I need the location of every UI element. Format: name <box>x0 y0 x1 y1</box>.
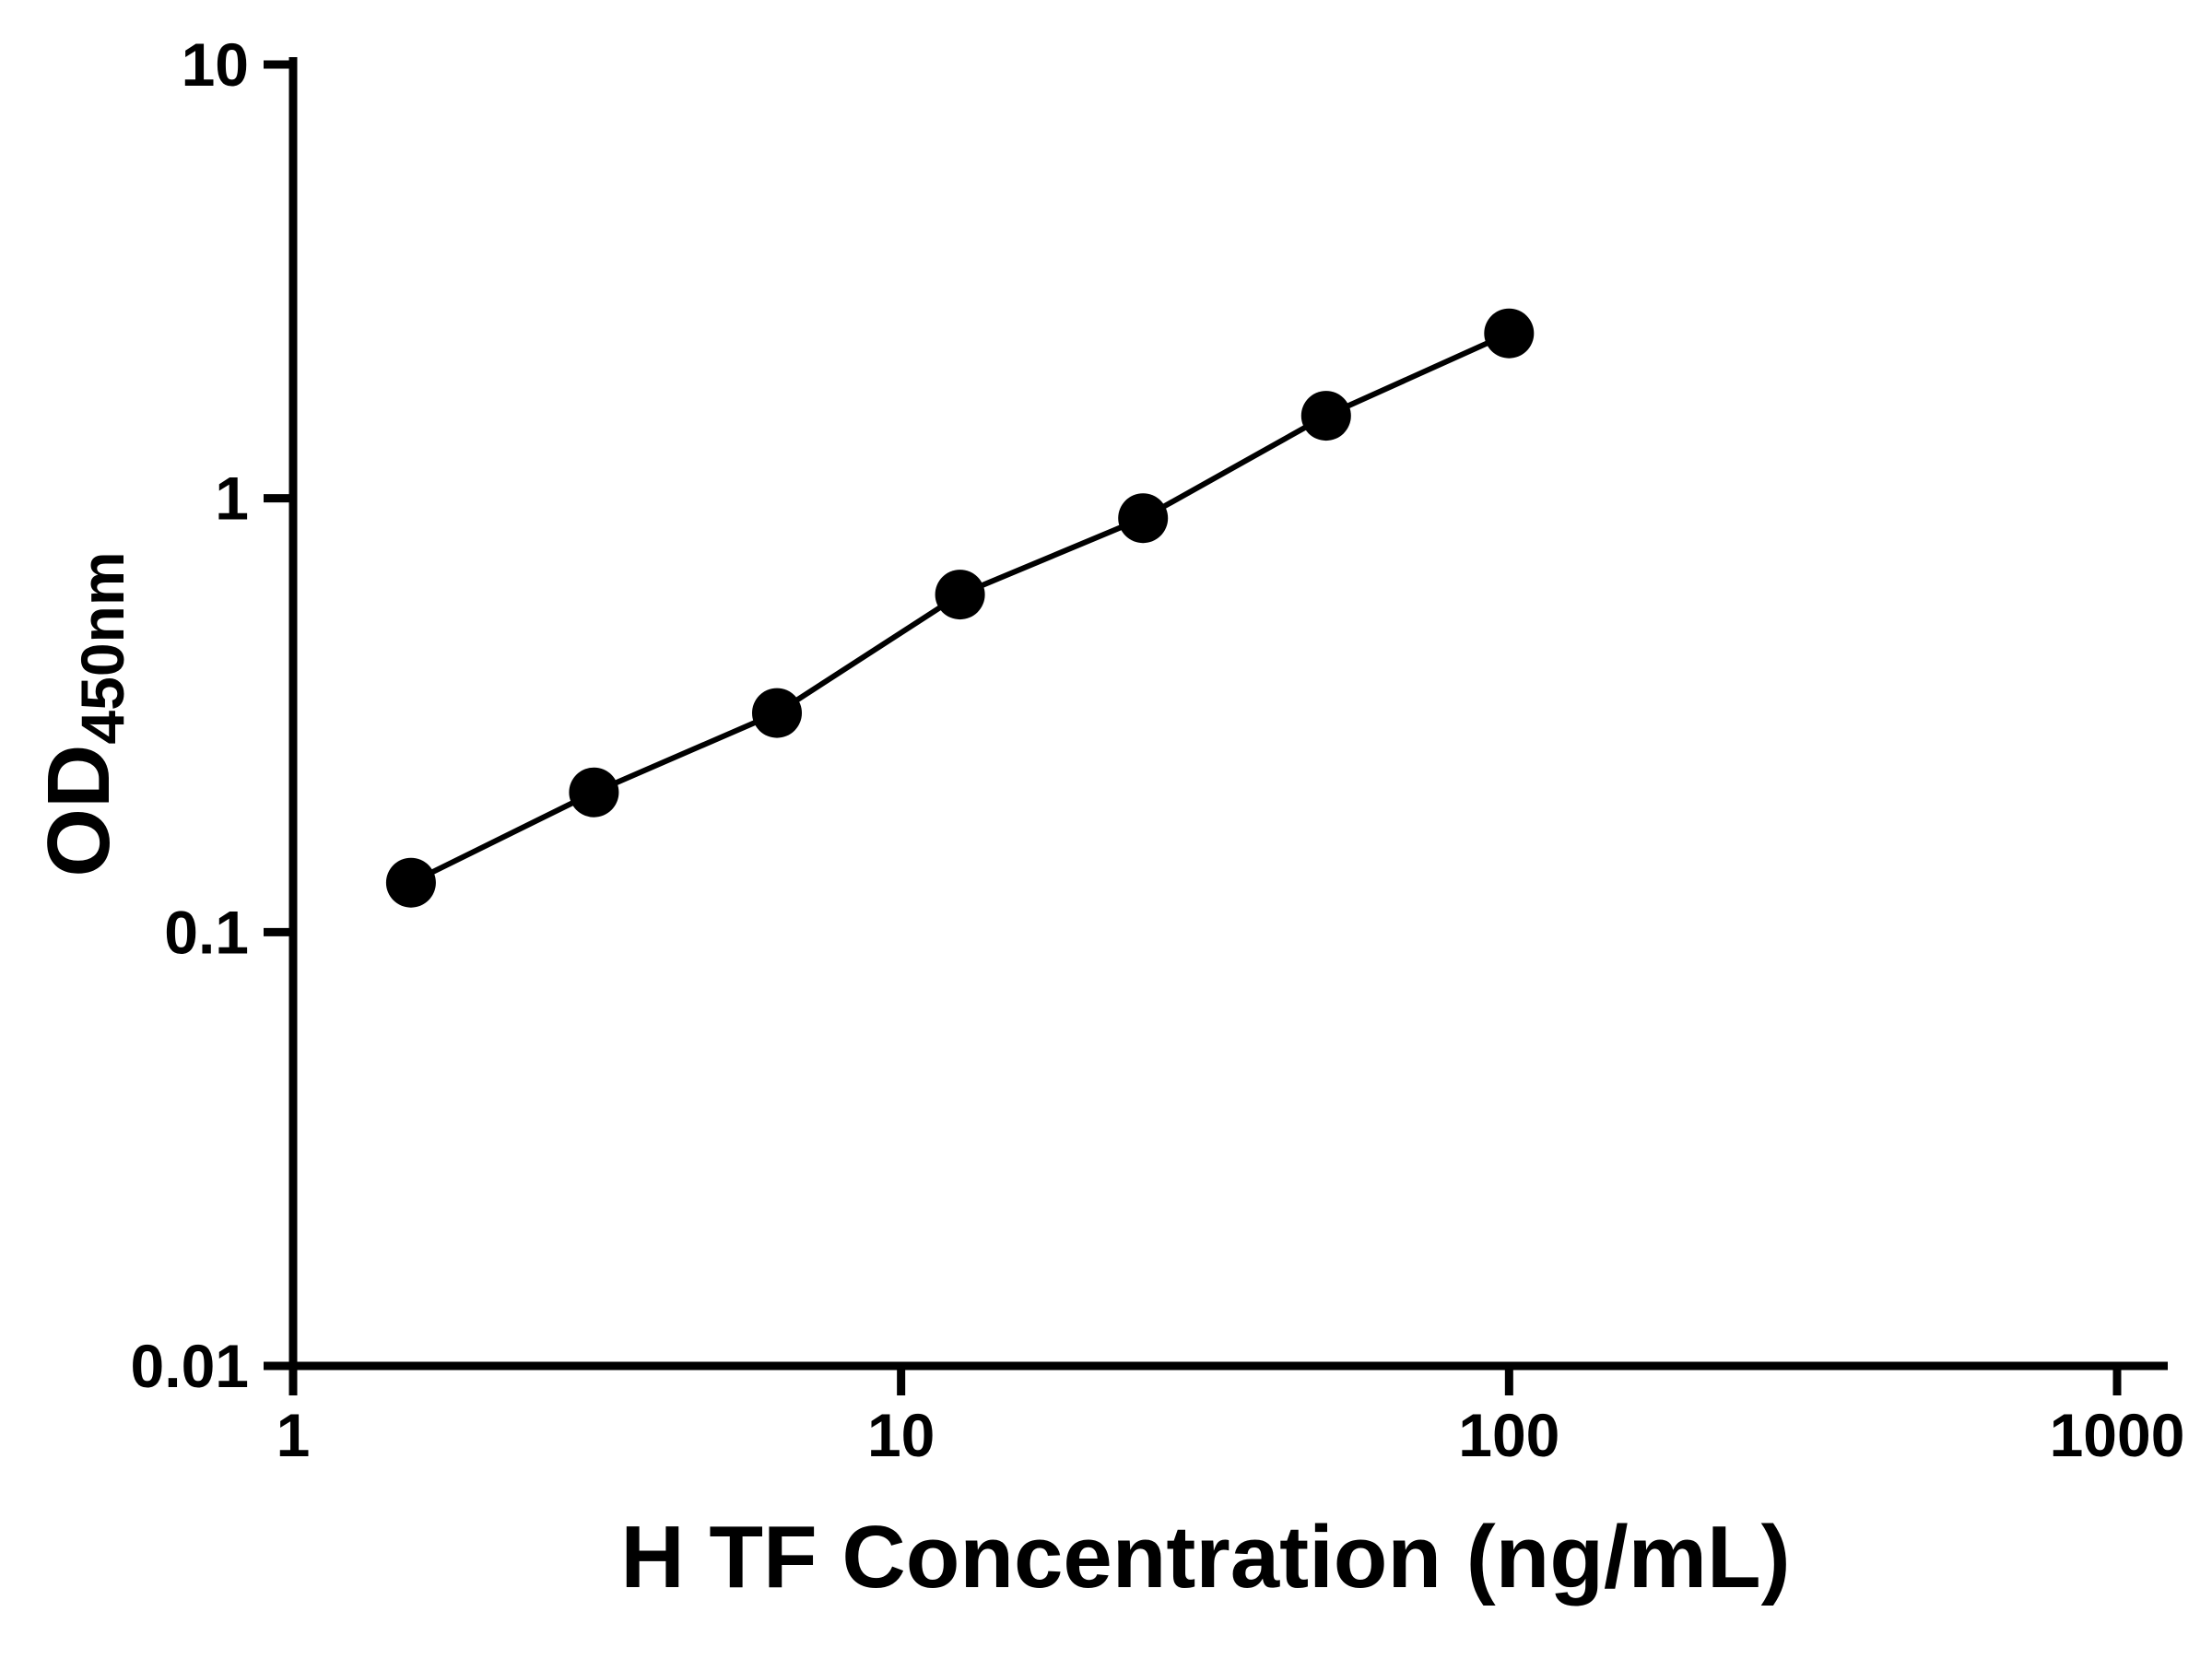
x-axis-title: H TF Concentration (ng/mL) <box>620 1508 1791 1606</box>
y-tick-label: 0.1 <box>164 898 249 966</box>
data-point <box>1300 391 1351 441</box>
data-point <box>1118 493 1169 544</box>
x-tick-label: 1 <box>276 1401 311 1469</box>
data-point <box>1484 308 1535 359</box>
x-tick-label: 100 <box>1458 1401 1559 1469</box>
data-point <box>569 767 619 818</box>
data-point <box>752 688 802 738</box>
y-tick-label: 10 <box>182 30 249 99</box>
y-axis-title-subscript: 450nm <box>68 551 136 745</box>
y-axis-title-main: OD <box>29 744 128 877</box>
y-tick-label: 0.01 <box>131 1332 249 1400</box>
y-axis-title: OD450nm <box>29 551 137 877</box>
data-point <box>385 857 436 908</box>
y-tick-label: 1 <box>215 465 249 533</box>
x-tick-label: 10 <box>867 1401 935 1469</box>
data-point <box>935 570 985 620</box>
x-tick-label: 1000 <box>2050 1401 2185 1469</box>
